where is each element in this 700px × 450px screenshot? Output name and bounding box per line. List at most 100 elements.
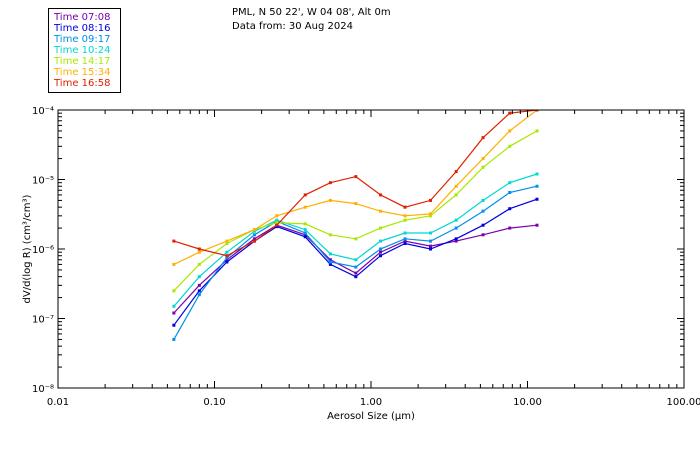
data-point [454,239,458,243]
x-tick-label: 100.00 [667,397,700,408]
legend-item: Time 14:17 [54,56,111,67]
data-point [535,197,539,201]
legend-item: Time 15:34 [54,67,111,78]
data-point [225,250,229,254]
data-point [508,191,512,195]
data-point [535,172,539,176]
data-point [303,228,307,232]
data-point [328,233,332,237]
data-point [303,233,307,237]
data-point [172,239,176,243]
x-tick-label: 0.01 [47,397,69,408]
data-point [252,229,256,233]
data-point [429,231,433,235]
data-point [454,218,458,222]
data-point [328,198,332,202]
y-tick-label: 10⁻⁶ [32,245,54,256]
data-point [378,209,382,213]
data-point [481,136,485,140]
data-point [328,260,332,264]
data-point [481,233,485,237]
data-point [481,223,485,227]
data-point [197,289,201,293]
data-point [172,262,176,266]
data-point [197,247,201,251]
data-point [172,323,176,327]
data-point [354,202,358,206]
data-point [481,157,485,161]
data-point [197,250,201,254]
x-tick-label: 0.10 [203,397,225,408]
data-point [252,237,256,241]
data-point [275,221,279,225]
data-point [378,226,382,230]
x-axis-label: Aerosol Size (μm) [327,411,415,422]
legend-item: Time 09:17 [54,34,111,45]
data-point [354,175,358,179]
data-point [535,223,539,227]
data-point [172,337,176,341]
legend-item: Time 08:16 [54,23,111,34]
data-point [303,235,307,239]
data-point [508,144,512,148]
data-point [275,223,279,227]
data-point [535,110,539,112]
data-point [275,214,279,218]
data-point [429,244,433,248]
data-point [481,198,485,202]
data-point [354,265,358,269]
y-tick-label: 10⁻⁵ [32,176,54,187]
data-point [481,209,485,213]
legend-item: Time 07:08 [54,12,111,23]
data-point [303,193,307,197]
data-point [225,241,229,245]
data-point [172,311,176,315]
data-point [252,228,256,232]
data-point [354,271,358,275]
date-header: Data from: 30 Aug 2024 [232,21,353,32]
data-point [508,129,512,133]
data-point [508,207,512,211]
data-point [197,262,201,266]
data-point [508,181,512,185]
data-point [252,233,256,237]
data-point [378,247,382,251]
data-point [508,226,512,230]
data-point [403,218,407,222]
data-point [303,205,307,209]
data-point [403,214,407,218]
site-header: PML, N 50 22', W 04 08', Alt 0m [232,7,391,18]
legend-item: Time 16:58 [54,78,111,89]
data-point [328,181,332,185]
data-point [275,218,279,222]
data-point [354,275,358,279]
data-point [225,254,229,258]
data-point [197,283,201,287]
y-tick-label: 10⁻⁷ [32,315,54,326]
data-point [454,170,458,174]
x-tick-label: 1.00 [360,397,382,408]
data-point [403,237,407,241]
data-point [252,239,256,243]
data-point [328,262,332,266]
data-point [354,258,358,262]
data-point [429,212,433,216]
series-lines [172,110,539,341]
data-point [403,239,407,243]
data-point [403,231,407,235]
data-point [508,111,512,115]
data-point [225,256,229,260]
data-point [429,214,433,218]
legend: Time 07:08 Time 08:16 Time 09:17 Time 10… [48,8,121,93]
data-point [225,258,229,262]
y-tick-label: 10⁻⁴ [32,106,54,117]
y-tick-label: 10⁻⁸ [32,384,54,395]
y-axis-label: dV/d(log R) (cm³/cm³) [22,194,33,303]
data-point [354,237,358,241]
data-point [454,226,458,230]
data-point [172,304,176,308]
data-point [197,293,201,297]
data-point [429,198,433,202]
data-point [429,239,433,243]
data-point [225,239,229,243]
